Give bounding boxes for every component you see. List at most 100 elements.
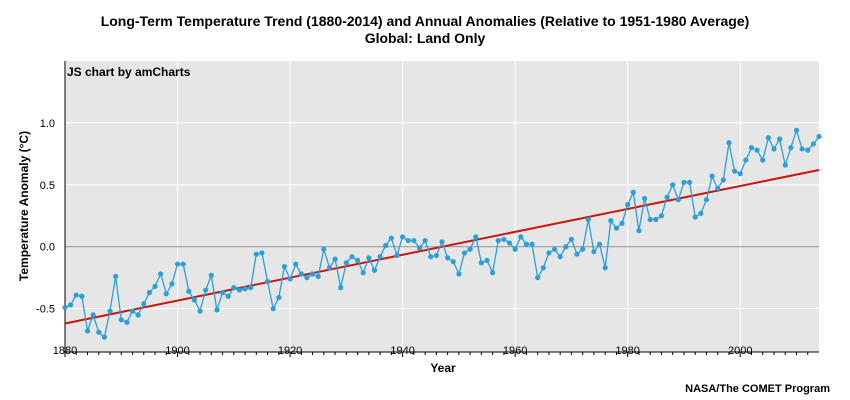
- anomaly-point[interactable]: [62, 304, 68, 311]
- anomaly-point[interactable]: [703, 197, 710, 203]
- anomaly-point[interactable]: [788, 145, 794, 151]
- anomaly-point[interactable]: [73, 292, 79, 298]
- anomaly-point[interactable]: [478, 260, 484, 266]
- chart-watermark[interactable]: JS chart by amCharts: [67, 65, 191, 79]
- anomaly-point[interactable]: [484, 257, 490, 263]
- anomaly-point[interactable]: [686, 179, 693, 185]
- anomaly-point[interactable]: [641, 195, 648, 202]
- anomaly-point[interactable]: [79, 293, 85, 299]
- anomaly-point[interactable]: [191, 297, 198, 303]
- anomaly-point[interactable]: [84, 328, 91, 334]
- anomaly-point[interactable]: [456, 271, 462, 277]
- anomaly-point[interactable]: [709, 173, 715, 179]
- anomaly-point[interactable]: [546, 250, 552, 256]
- anomaly-point[interactable]: [506, 240, 513, 246]
- anomaly-point[interactable]: [692, 214, 698, 220]
- anomaly-point[interactable]: [450, 259, 456, 265]
- anomaly-point[interactable]: [630, 189, 636, 195]
- anomaly-point[interactable]: [270, 306, 276, 312]
- trend-line[interactable]: [64, 168, 820, 325]
- anomaly-point[interactable]: [535, 275, 541, 281]
- anomaly-point[interactable]: [371, 267, 378, 273]
- anomaly-point[interactable]: [608, 218, 614, 224]
- anomaly-point[interactable]: [264, 278, 271, 285]
- anomaly-point[interactable]: [360, 270, 366, 276]
- anomaly-point[interactable]: [636, 228, 642, 234]
- anomaly-point[interactable]: [715, 185, 721, 192]
- anomaly-point[interactable]: [433, 252, 439, 259]
- anomaly-point[interactable]: [540, 265, 546, 271]
- anomaly-point[interactable]: [107, 308, 113, 314]
- anomaly-point[interactable]: [647, 216, 653, 223]
- anomaly-point[interactable]: [585, 216, 591, 223]
- anomaly-point[interactable]: [777, 136, 783, 142]
- anomaly-point[interactable]: [124, 319, 130, 325]
- anomaly-point[interactable]: [158, 271, 164, 277]
- anomaly-point[interactable]: [658, 213, 665, 219]
- anomaly-point[interactable]: [737, 171, 743, 177]
- anomaly-point[interactable]: [596, 241, 603, 247]
- anomaly-point[interactable]: [467, 246, 473, 252]
- anomaly-point[interactable]: [298, 271, 304, 277]
- anomaly-point[interactable]: [253, 251, 259, 257]
- anomaly-point[interactable]: [518, 234, 524, 240]
- anomaly-point[interactable]: [428, 254, 434, 260]
- anomaly-point[interactable]: [118, 317, 124, 323]
- anomaly-point[interactable]: [512, 246, 518, 252]
- anomaly-point[interactable]: [377, 254, 383, 260]
- anomaly-point[interactable]: [214, 307, 220, 313]
- anomaly-point[interactable]: [580, 246, 586, 252]
- anomaly-point[interactable]: [197, 308, 203, 314]
- anomaly-point[interactable]: [394, 252, 400, 259]
- anomaly-point[interactable]: [135, 312, 141, 318]
- anomaly-point[interactable]: [366, 255, 372, 261]
- anomaly-point[interactable]: [461, 250, 468, 256]
- anomaly-point[interactable]: [152, 283, 158, 289]
- anomaly-point[interactable]: [681, 179, 687, 185]
- anomaly-point[interactable]: [281, 263, 288, 270]
- anomaly-point[interactable]: [799, 146, 805, 152]
- anomaly-point[interactable]: [338, 285, 344, 291]
- anomaly-point[interactable]: [326, 265, 333, 271]
- anomaly-point[interactable]: [180, 261, 186, 267]
- anomaly-point[interactable]: [309, 271, 316, 277]
- anomaly-point[interactable]: [287, 276, 293, 282]
- anomaly-point[interactable]: [765, 135, 771, 141]
- anomaly-point[interactable]: [602, 265, 608, 271]
- anomaly-point[interactable]: [231, 285, 237, 291]
- anomaly-point[interactable]: [113, 273, 119, 280]
- anomaly-point[interactable]: [445, 255, 451, 261]
- anomaly-point[interactable]: [698, 210, 704, 216]
- anomaly-point[interactable]: [782, 162, 788, 168]
- anomaly-point[interactable]: [613, 225, 620, 231]
- anomaly-point[interactable]: [203, 287, 209, 293]
- anomaly-point[interactable]: [551, 246, 558, 252]
- anomaly-point[interactable]: [816, 133, 822, 140]
- anomaly-point[interactable]: [315, 273, 321, 280]
- anomaly-point[interactable]: [619, 220, 625, 226]
- anomaly-point[interactable]: [68, 302, 74, 308]
- anomaly-point[interactable]: [625, 202, 631, 208]
- anomaly-point[interactable]: [574, 251, 580, 257]
- anomaly-point[interactable]: [343, 260, 349, 266]
- anomaly-point[interactable]: [490, 270, 496, 276]
- anomaly-point[interactable]: [473, 234, 479, 240]
- anomaly-point[interactable]: [219, 289, 226, 296]
- anomaly-point[interactable]: [90, 312, 96, 318]
- anomaly-point[interactable]: [276, 294, 282, 301]
- anomaly-point[interactable]: [439, 239, 445, 245]
- anomaly-point[interactable]: [349, 254, 355, 260]
- anomaly-point[interactable]: [675, 197, 681, 203]
- anomaly-point[interactable]: [664, 194, 670, 200]
- anomaly-point[interactable]: [101, 334, 107, 340]
- anomaly-point[interactable]: [771, 146, 777, 152]
- anomaly-point[interactable]: [670, 182, 676, 188]
- anomaly-point[interactable]: [411, 237, 417, 244]
- anomaly-point[interactable]: [332, 256, 338, 262]
- anomaly-point[interactable]: [557, 254, 563, 260]
- anomaly-point[interactable]: [225, 293, 231, 299]
- anomaly-point[interactable]: [523, 241, 530, 247]
- anomaly-point[interactable]: [495, 237, 501, 244]
- anomaly-point[interactable]: [793, 127, 800, 133]
